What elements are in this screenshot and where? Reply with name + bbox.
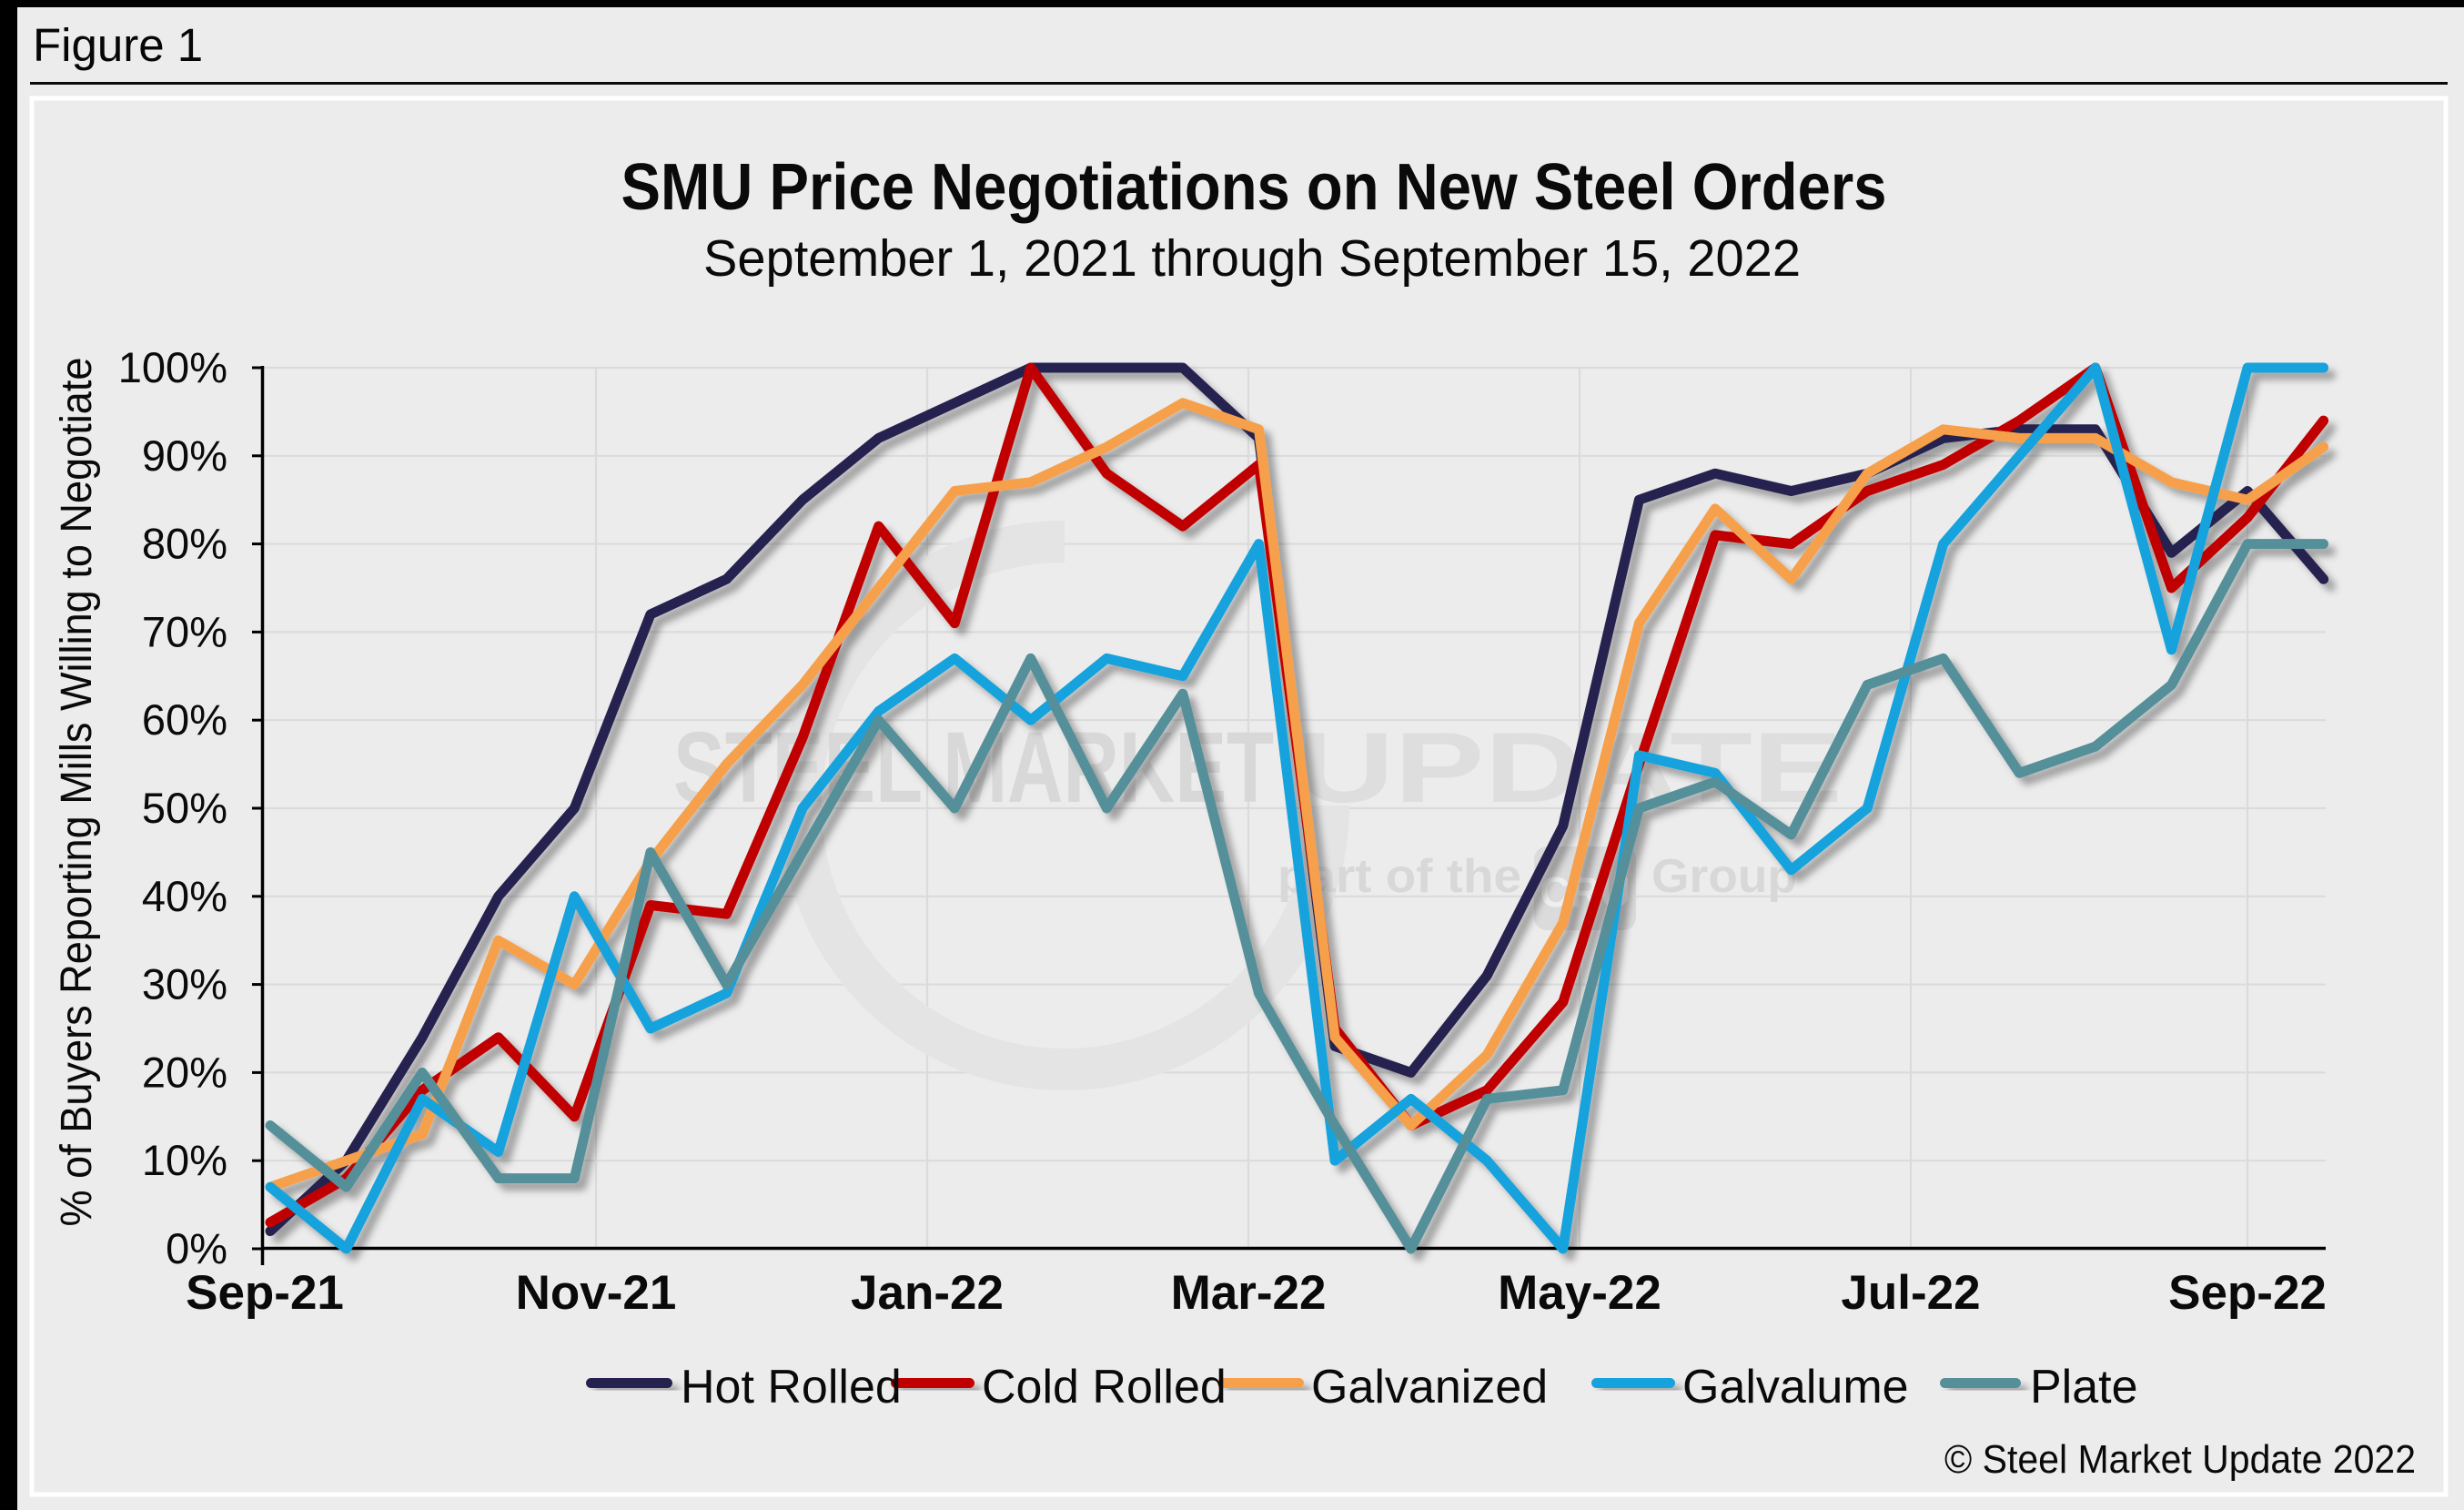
svg-text:60%: 60% — [142, 695, 227, 744]
svg-text:Sep-21: Sep-21 — [186, 1266, 344, 1320]
svg-text:SMU Price Negotiations on New: SMU Price Negotiations on New Steel Orde… — [621, 151, 1887, 224]
svg-text:70%: 70% — [142, 607, 227, 655]
svg-text:Hot Rolled: Hot Rolled — [681, 1361, 902, 1414]
svg-text:Nov-21: Nov-21 — [516, 1266, 677, 1320]
svg-text:10%: 10% — [142, 1136, 227, 1184]
svg-text:30%: 30% — [142, 960, 227, 1008]
svg-text:80%: 80% — [142, 520, 227, 568]
svg-text:Mar-22: Mar-22 — [1171, 1266, 1327, 1320]
svg-text:Group: Group — [1651, 850, 1797, 903]
svg-text:100%: 100% — [118, 343, 227, 391]
svg-text:50%: 50% — [142, 784, 227, 832]
svg-text:© Steel Market Update 2022: © Steel Market Update 2022 — [1944, 1437, 2416, 1482]
svg-text:0%: 0% — [166, 1224, 227, 1272]
svg-text:Plate: Plate — [2030, 1361, 2138, 1414]
svg-text:Jan-22: Jan-22 — [851, 1266, 1004, 1320]
svg-text:Jul-22: Jul-22 — [1841, 1266, 1980, 1320]
svg-text:Galvanized: Galvanized — [1311, 1361, 1548, 1414]
svg-text:Cold Rolled: Cold Rolled — [982, 1361, 1227, 1414]
svg-text:40%: 40% — [142, 872, 227, 920]
svg-text:Figure 1: Figure 1 — [33, 19, 203, 71]
svg-text:90%: 90% — [142, 431, 227, 480]
svg-text:May-22: May-22 — [1498, 1266, 1661, 1320]
svg-text:Galvalume: Galvalume — [1682, 1361, 1909, 1414]
svg-text:20%: 20% — [142, 1048, 227, 1096]
svg-text:September 1, 2021 through Sept: September 1, 2021 through September 15, … — [703, 229, 1801, 288]
svg-text:% of Buyers Reporting Mills Wi: % of Buyers Reporting Mills Willing to N… — [53, 358, 101, 1227]
svg-text:Sep-22: Sep-22 — [2168, 1266, 2327, 1320]
